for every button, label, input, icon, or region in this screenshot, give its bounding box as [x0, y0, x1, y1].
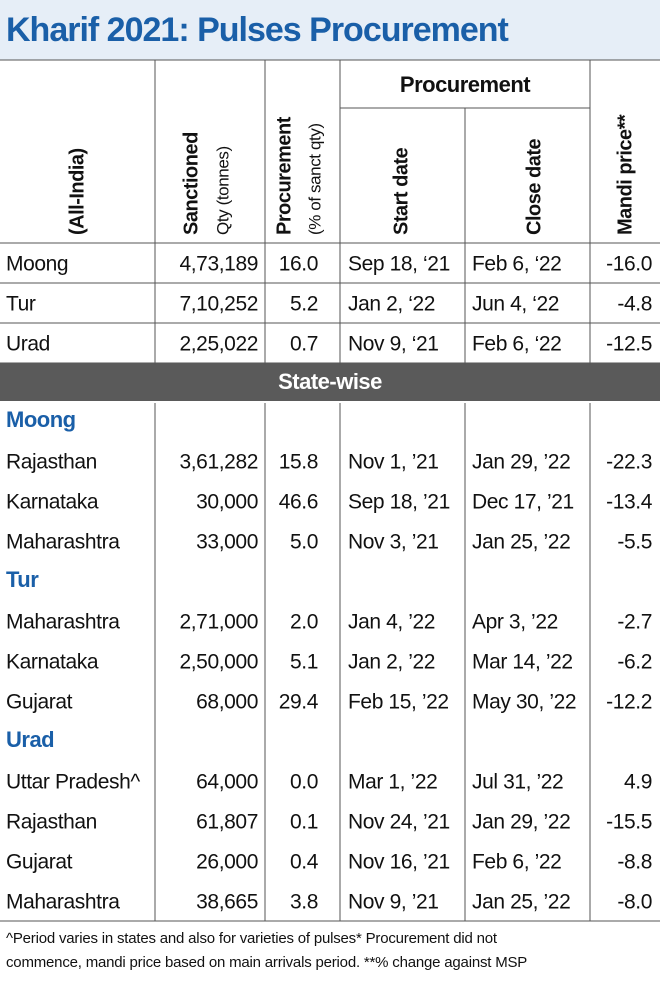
- procurement-pct: 0.7: [290, 333, 318, 356]
- mandi-price: -6.2: [617, 651, 652, 674]
- procurement-pct: 2.0: [290, 611, 318, 634]
- header-sanctioned: Sanctioned: [180, 132, 202, 235]
- row-label: Gujarat: [6, 851, 73, 874]
- procurement-pct: 0.4: [290, 851, 319, 874]
- procurement-pct: 16.0: [279, 253, 318, 276]
- start-date: Jan 4, ’22: [348, 611, 435, 634]
- sanctioned-qty: 33,000: [196, 531, 258, 554]
- footnote: ^Period varies in states and also for va…: [6, 930, 498, 947]
- footnote: commence, mandi price based on main arri…: [6, 954, 527, 971]
- mandi-price: -13.4: [606, 491, 653, 514]
- mandi-price: -12.2: [606, 691, 652, 714]
- section-label: State-wise: [278, 369, 382, 394]
- sanctioned-qty: 2,50,000: [179, 651, 258, 674]
- sanctioned-qty: 2,25,022: [179, 333, 258, 356]
- close-date: Jul 31, ’22: [472, 771, 563, 794]
- procurement-pct: 5.2: [290, 293, 318, 316]
- header-sanctioned-unit: Qty (tonnes): [213, 146, 232, 235]
- sanctioned-qty: 26,000: [196, 851, 258, 874]
- row-label: Gujarat: [6, 691, 73, 714]
- mandi-price: -8.0: [617, 891, 652, 914]
- section-band: [0, 363, 660, 401]
- row-label: Urad: [6, 333, 50, 356]
- start-date: Nov 3, ’21: [348, 531, 439, 554]
- sanctioned-qty: 2,71,000: [179, 611, 258, 634]
- start-date: Nov 9, ‘21: [348, 333, 439, 356]
- title: Kharif 2021: Pulses Procurement: [6, 11, 509, 49]
- header-mandi: Mandi price**: [614, 114, 636, 235]
- row-label: Moong: [6, 253, 68, 276]
- mandi-price: -15.5: [606, 811, 652, 834]
- row-label: Karnataka: [6, 651, 99, 674]
- mandi-price: -5.5: [617, 531, 652, 554]
- row-label: Rajasthan: [6, 451, 97, 474]
- close-date: Jan 29, ’22: [472, 451, 570, 474]
- title-band: [0, 0, 660, 60]
- sanctioned-qty: 61,807: [196, 811, 258, 834]
- group-label: Moong: [6, 407, 76, 432]
- close-date: Mar 14, ’22: [472, 651, 573, 674]
- procurement-pct: 15.8: [279, 451, 318, 474]
- mandi-price: 4.9: [624, 771, 652, 794]
- close-date: Feb 6, ’22: [472, 851, 561, 874]
- start-date: Nov 1, ’21: [348, 451, 439, 474]
- start-date: Mar 1, ’22: [348, 771, 437, 794]
- header-close: Close date: [523, 138, 545, 235]
- header-procurement-group: Procurement: [400, 72, 531, 97]
- mandi-price: -16.0: [606, 253, 652, 276]
- sanctioned-qty: 4,73,189: [179, 253, 258, 276]
- start-date: Nov 9, ’21: [348, 891, 439, 914]
- procurement-pct: 5.0: [290, 531, 318, 554]
- sanctioned-qty: 3,61,282: [179, 451, 258, 474]
- close-date: Jun 4, ‘22: [472, 293, 559, 316]
- sanctioned-qty: 68,000: [196, 691, 258, 714]
- header-start: Start date: [390, 147, 412, 235]
- mandi-price: -4.8: [617, 293, 652, 316]
- procurement-pct: 3.8: [290, 891, 318, 914]
- start-date: Sep 18, ’21: [348, 491, 450, 514]
- start-date: Sep 18, ‘21: [348, 253, 450, 276]
- close-date: Jan 29, ’22: [472, 811, 570, 834]
- row-label: Rajasthan: [6, 811, 97, 834]
- row-label: Maharashtra: [6, 531, 120, 554]
- row-label: Tur: [6, 293, 36, 316]
- procurement-pct: 46.6: [279, 491, 318, 514]
- procurement-pct: 0.1: [290, 811, 318, 834]
- sanctioned-qty: 38,665: [196, 891, 258, 914]
- close-date: May 30, ’22: [472, 691, 576, 714]
- close-date: Dec 17, ’21: [472, 491, 574, 514]
- close-date: Jan 25, ’22: [472, 531, 570, 554]
- header-label: (All-India): [66, 148, 88, 235]
- procurement-pct: 29.4: [279, 691, 319, 714]
- group-label: Tur: [6, 567, 39, 592]
- start-date: Nov 16, ’21: [348, 851, 450, 874]
- mandi-price: -12.5: [606, 333, 652, 356]
- procurement-pct: 5.1: [290, 651, 318, 674]
- start-date: Feb 15, ’22: [348, 691, 449, 714]
- procurement-pct: 0.0: [290, 771, 318, 794]
- group-label: Urad: [6, 727, 54, 752]
- row-label: Maharashtra: [6, 611, 120, 634]
- start-date: Jan 2, ‘22: [348, 293, 435, 316]
- close-date: Feb 6, ‘22: [472, 333, 561, 356]
- header-procurement-unit: (% of sanct qty): [305, 123, 324, 235]
- close-date: Apr 3, ’22: [472, 611, 558, 634]
- mandi-price: -8.8: [617, 851, 652, 874]
- start-date: Nov 24, ’21: [348, 811, 450, 834]
- row-label: Uttar Pradesh^: [6, 771, 140, 794]
- header-procurement: Procurement: [273, 116, 295, 235]
- mandi-price: -22.3: [606, 451, 652, 474]
- sanctioned-qty: 7,10,252: [179, 293, 258, 316]
- sanctioned-qty: 64,000: [196, 771, 258, 794]
- row-label: Maharashtra: [6, 891, 120, 914]
- sanctioned-qty: 30,000: [196, 491, 258, 514]
- close-date: Jan 25, ’22: [472, 891, 570, 914]
- mandi-price: -2.7: [617, 611, 652, 634]
- close-date: Feb 6, ‘22: [472, 253, 561, 276]
- start-date: Jan 2, ’22: [348, 651, 435, 674]
- row-label: Karnataka: [6, 491, 99, 514]
